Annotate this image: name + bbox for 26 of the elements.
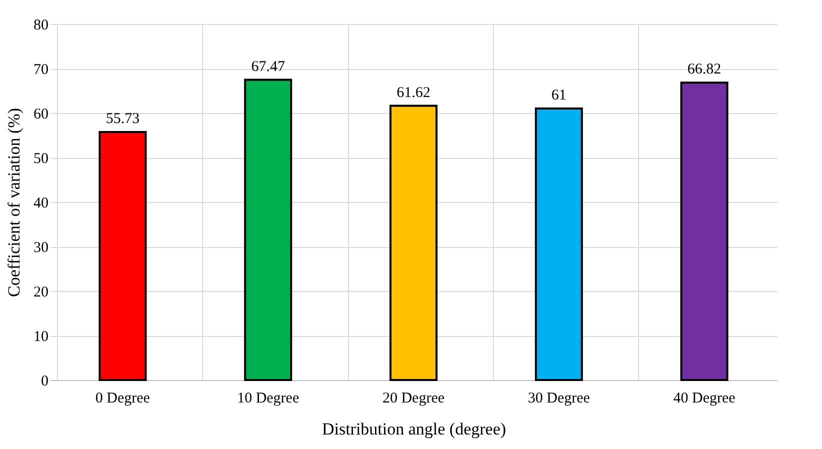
bar — [98, 131, 147, 381]
data-label: 61 — [551, 88, 566, 104]
data-label: 61.62 — [396, 84, 430, 101]
y-axis-title: Coefficient of variation (%) — [4, 108, 24, 297]
y-tick-label: 20 — [34, 284, 48, 300]
y-tick-label: 40 — [34, 196, 48, 212]
y-tick-label: 60 — [34, 106, 48, 122]
y-tick-label: 0 — [41, 374, 48, 390]
x-axis-title: Distribution angle (degree) — [322, 420, 506, 438]
x-tick-label: 30 Degree — [528, 390, 590, 406]
y-tick-label: 80 — [34, 18, 48, 34]
x-tick-label: 0 Degree — [95, 390, 150, 406]
bar — [390, 104, 438, 381]
bar — [680, 82, 728, 381]
x-tick-label: 10 Degree — [237, 390, 300, 406]
x-tick-label: 20 Degree — [382, 390, 445, 406]
y-tick-label: 30 — [34, 240, 48, 256]
bar — [534, 108, 583, 381]
y-tick-label: 10 — [34, 329, 48, 345]
data-label: 66.82 — [687, 62, 722, 78]
y-tick-label: 70 — [34, 62, 48, 78]
y-tick-label: 50 — [34, 151, 48, 167]
data-label: 67.47 — [251, 58, 286, 75]
x-tick-label: 40 Degree — [673, 390, 736, 406]
bar — [244, 78, 292, 381]
data-label: 55.73 — [106, 111, 140, 127]
